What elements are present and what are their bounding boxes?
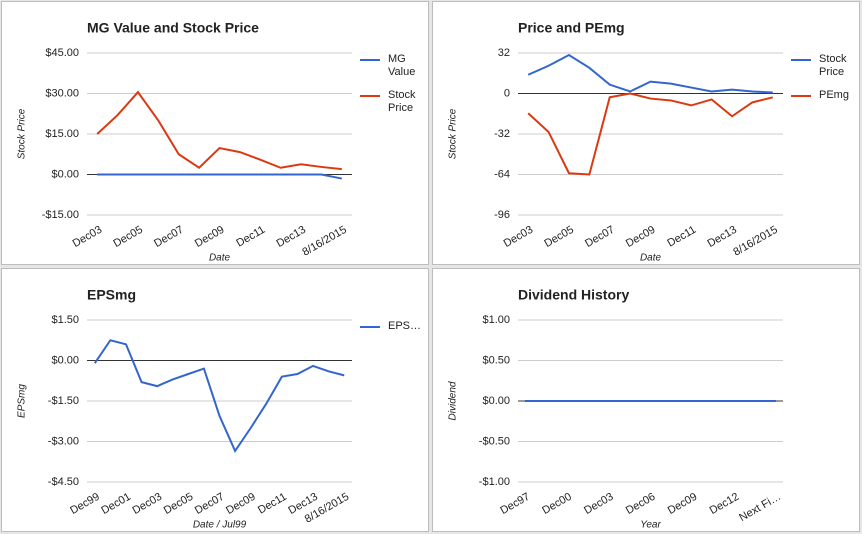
- y-tick-label: $0.50: [482, 354, 510, 366]
- y-tick-label: -$1.50: [48, 395, 79, 407]
- chart-title: MG Value and Stock Price: [87, 20, 259, 36]
- y-tick-label: $1.00: [482, 314, 510, 326]
- y-tick-label: -$3.00: [48, 435, 79, 447]
- y-tick-label: $45.00: [45, 47, 79, 59]
- x-tick-label: Dec11: [256, 491, 289, 517]
- y-tick-label: -$15.00: [42, 209, 79, 221]
- y-tick-label: -$0.50: [479, 435, 510, 447]
- y-tick-label: 0: [504, 87, 510, 99]
- x-tick-label: 8/16/2015: [300, 224, 348, 259]
- y-axis-label: EPSmg: [17, 384, 28, 418]
- chart-panel: EPSmg EPSmg Date / Jul99 -$4.50 -$3.00 -$1.50…: [1, 268, 429, 532]
- x-axis-label: Date: [209, 253, 231, 264]
- series-line: [96, 90, 342, 171]
- legend-label: Stock Price: [819, 53, 847, 78]
- legend-label: Stock Price: [388, 89, 416, 114]
- x-tick-label: Dec00: [540, 491, 574, 517]
- x-tick-label: Dec07: [193, 491, 227, 517]
- x-tick-label: Dec03: [582, 491, 616, 517]
- series-line: [527, 53, 773, 94]
- chart: Price and PEmg Stock Price Date -96 -64 -32 0 3…: [448, 20, 783, 264]
- x-tick-label: Dec11: [234, 224, 267, 250]
- legend-swatch: [360, 326, 380, 328]
- legend-swatch: [360, 95, 380, 97]
- legend-item: MG Value: [360, 53, 416, 79]
- x-tick-label: Dec11: [665, 224, 698, 250]
- chart-panel: Price and PEmg Stock Price Date -96 -64 -32 0 3…: [432, 1, 860, 265]
- x-axis-label: Date: [640, 253, 662, 264]
- legend-item: Stock Price: [360, 89, 416, 115]
- series-line: [527, 92, 774, 176]
- x-tick-label: Dec07: [152, 224, 186, 250]
- x-tick-label: Dec09: [193, 224, 227, 250]
- legend-item: Stock Price: [791, 53, 847, 79]
- y-tick-label: $0.00: [482, 395, 510, 407]
- x-tick-label: Dec05: [542, 224, 576, 250]
- y-axis-label: Dividend: [448, 381, 459, 420]
- y-tick-label: $0.00: [51, 354, 79, 366]
- legend-item: PEmg: [791, 89, 849, 102]
- x-tick-label: Next Fi…: [737, 491, 783, 524]
- x-axis-label: Date / Jul99: [193, 520, 247, 531]
- series-line: [97, 173, 343, 180]
- chart: EPSmg EPSmg Date / Jul99 -$4.50 -$3.00 -$1.50…: [17, 287, 352, 531]
- series-line: [93, 339, 345, 454]
- legend-swatch: [791, 95, 811, 97]
- y-tick-label: -32: [494, 128, 510, 140]
- chart: Dividend History Dividend Year -$1.00 -$0.50…: [448, 287, 783, 531]
- chart-title: EPSmg: [87, 287, 136, 303]
- legend-swatch: [360, 59, 380, 61]
- y-tick-label: $1.50: [51, 314, 79, 326]
- y-axis-label: Stock Price: [17, 108, 28, 159]
- x-tick-label: 8/16/2015: [731, 224, 779, 259]
- x-axis-label: Year: [640, 520, 661, 531]
- y-tick-label: -$1.00: [479, 476, 510, 488]
- x-tick-label: Dec99: [68, 491, 102, 517]
- chart-panel: MG Value and Stock Price Stock Price Date -…: [1, 1, 429, 265]
- legend-label: EPS…: [388, 320, 422, 332]
- y-axis-label: Stock Price: [448, 108, 459, 159]
- chart-title: Price and PEmg: [518, 20, 625, 36]
- y-tick-label: $0.00: [51, 168, 79, 180]
- x-tick-label: Dec09: [224, 491, 258, 517]
- x-tick-label: Dec97: [498, 491, 532, 517]
- y-tick-label: -64: [494, 168, 510, 180]
- legend-swatch: [791, 59, 811, 61]
- y-tick-label: $15.00: [45, 128, 79, 140]
- x-tick-label: Dec09: [624, 224, 658, 250]
- x-tick-label: Dec01: [99, 491, 133, 517]
- x-tick-label: Dec12: [708, 491, 742, 517]
- legend-label: PEmg: [819, 89, 849, 101]
- x-tick-label: Dec09: [666, 491, 700, 517]
- legend-item: EPS…: [360, 320, 422, 333]
- y-tick-label: -96: [494, 209, 510, 221]
- x-tick-label: Dec06: [624, 491, 658, 517]
- x-tick-label: Dec03: [502, 224, 536, 250]
- x-tick-label: Dec03: [131, 491, 165, 517]
- chart-title: Dividend History: [518, 287, 629, 303]
- legend-label: MG Value: [388, 53, 416, 78]
- x-tick-label: Dec05: [111, 224, 145, 250]
- chart: MG Value and Stock Price Stock Price Date -…: [17, 20, 352, 264]
- chart-panel: Dividend History Dividend Year -$1.00 -$0.50…: [432, 268, 860, 532]
- x-tick-label: Dec07: [583, 224, 617, 250]
- y-tick-label: 32: [498, 47, 510, 59]
- x-tick-label: Dec03: [71, 224, 105, 250]
- y-tick-label: $30.00: [45, 87, 79, 99]
- x-tick-label: Dec05: [162, 491, 196, 517]
- y-tick-label: -$4.50: [48, 476, 79, 488]
